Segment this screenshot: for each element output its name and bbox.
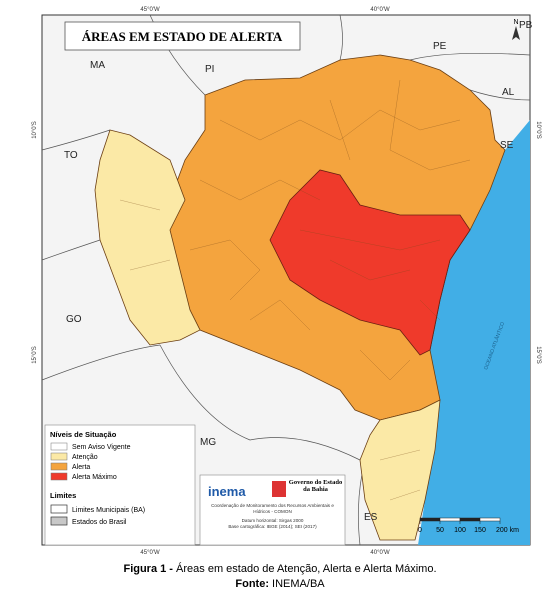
state-label: TO	[64, 150, 78, 161]
state-label: SE	[500, 140, 514, 151]
credits-lines: Coordenação de Monitoramento dos Recurso…	[203, 503, 342, 530]
graticule-label: 45°0'W	[140, 550, 160, 556]
state-label: PI	[205, 64, 214, 75]
legend-swatch	[50, 472, 68, 481]
state-label: GO	[66, 314, 82, 325]
title-box	[64, 21, 301, 51]
caption-source-label: Fonte:	[235, 578, 269, 590]
graticule-label: 40°0'W	[370, 7, 390, 13]
scale-segment	[439, 517, 461, 522]
legend-label: Limites Municipais (BA)	[72, 507, 145, 514]
state-labels: MA PI PE PB AL SE TO GO MG ES	[64, 20, 533, 523]
credits-text: Coordenação de Monitoramento dos Recurso…	[203, 503, 342, 530]
scale-tick-label: 100	[454, 527, 466, 534]
legend-box	[44, 424, 196, 546]
scale-tick-label: 50	[436, 527, 444, 534]
legend-swatch	[50, 504, 68, 514]
caption-figure-label: Figura 1 -	[123, 563, 173, 575]
legend-label: Estados do Brasil	[72, 519, 127, 526]
caption-source: Fonte: INEMA/BA	[235, 578, 325, 590]
scale-tick-label: 200 km	[496, 527, 519, 534]
logo-crest	[272, 481, 286, 497]
caption-source-text: INEMA/BA	[272, 578, 325, 590]
region-max-alert	[269, 169, 471, 356]
caption-figure-text: Áreas em estado de Atenção, Alerta e Ale…	[176, 562, 436, 575]
legend-limits-title: Limites	[50, 491, 76, 500]
graticule-label: 15°0'S	[32, 346, 38, 364]
legend-swatch	[50, 452, 68, 461]
logo-bahia: Governo do Estado da Bahia	[288, 479, 343, 493]
region-attention-west	[94, 129, 201, 346]
logo-bahia-text: Governo do Estado da Bahia	[288, 479, 343, 493]
legend-label: Sem Aviso Vigente	[72, 444, 131, 451]
caption-figure: Figura 1 - Áreas em estado de Atenção, A…	[123, 562, 436, 575]
graticule-label: 10°0'S	[535, 121, 541, 139]
logo-inema: inema	[208, 484, 246, 499]
state-label: PB	[519, 20, 533, 31]
scale-segment	[459, 517, 481, 522]
municipal-lines	[119, 79, 471, 501]
state-label: MG	[200, 437, 216, 448]
credit-line: Base cartográfica: IBGE (2014); SEI (201…	[228, 524, 317, 529]
legend-swatch	[50, 442, 68, 451]
state-label: ES	[364, 512, 378, 523]
scale-tick-label: 150	[474, 527, 486, 534]
state-borders	[41, 14, 531, 546]
map-title: ÁREAS EM ESTADO DE ALERTA	[82, 29, 283, 44]
state-label: PE	[433, 41, 447, 52]
legend-title: Níveis de Situação	[50, 430, 117, 439]
region-attention-south	[359, 399, 441, 541]
scale-segment	[419, 517, 441, 522]
scale-tick-label: 0	[418, 527, 422, 534]
north-arrow	[512, 26, 520, 40]
graticule-label: 10°0'S	[32, 121, 38, 139]
legend-swatch	[50, 462, 68, 471]
state-label: AL	[502, 87, 515, 98]
scale-segment	[479, 517, 501, 522]
legend-label: Atenção	[72, 454, 98, 461]
graticule-label: 40°0'W	[370, 550, 390, 556]
legend-items: Sem Aviso Vigente Atenção Alerta Alerta Máx…	[50, 442, 145, 526]
ocean	[418, 120, 530, 545]
scale-bar: 0 50 100 150 200 km	[418, 517, 519, 534]
legend-swatch	[50, 516, 68, 526]
state-label: MA	[90, 60, 105, 71]
graticule-label: 45°0'W	[140, 7, 160, 13]
credit-line: Coordenação de Monitoramento dos Recurso…	[211, 503, 334, 514]
north-label: N	[513, 19, 518, 26]
graticule-label: 15°0'S	[535, 346, 541, 364]
credit-line: Datum horizontal: Sirgas 2000	[241, 518, 304, 523]
legend-label: Alerta	[72, 464, 90, 471]
legend-label: Alerta Máximo	[72, 474, 117, 481]
